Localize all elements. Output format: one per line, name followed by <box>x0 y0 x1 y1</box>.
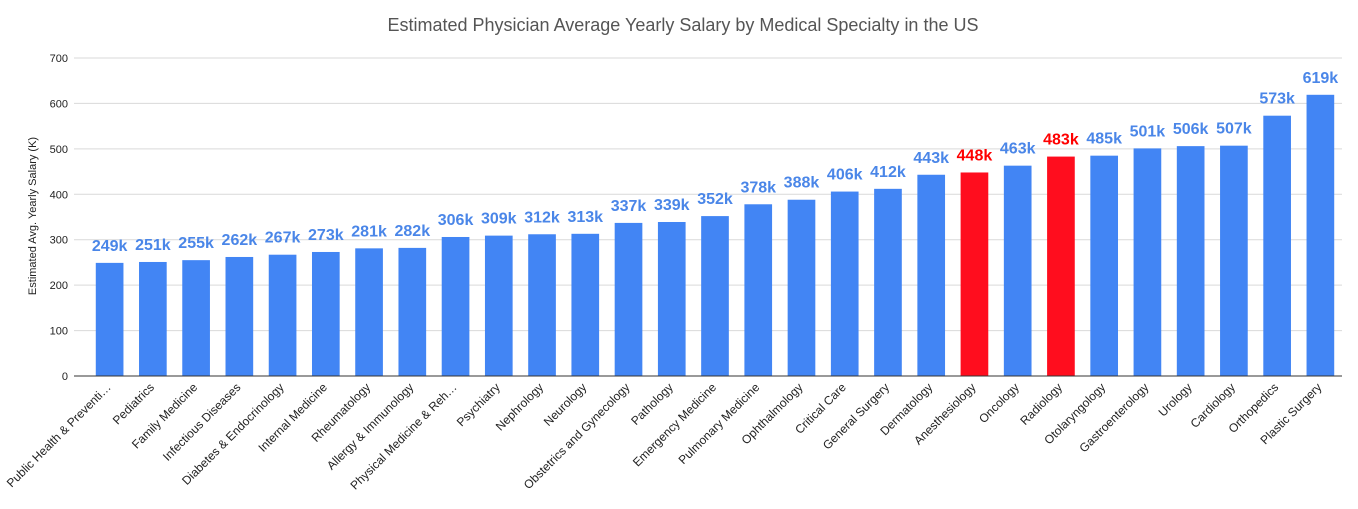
chart-title: Estimated Physician Average Yearly Salar… <box>388 15 979 35</box>
bar <box>1263 115 1291 377</box>
data-label: 262k <box>222 232 258 249</box>
y-tick-label: 500 <box>50 144 68 156</box>
bar <box>917 174 946 376</box>
bar <box>95 262 124 376</box>
y-tick-label: 0 <box>62 371 68 383</box>
data-label: 619k <box>1303 70 1339 87</box>
data-label: 281k <box>351 223 387 240</box>
bar <box>528 234 556 376</box>
data-label: 406k <box>827 167 863 184</box>
x-axis-ticks: Public Health & Preventi…PediatricsFamil… <box>4 380 1325 492</box>
bar <box>1047 156 1075 376</box>
data-label: 507k <box>1216 121 1252 138</box>
data-label: 388k <box>784 175 820 192</box>
data-label: 573k <box>1259 91 1295 108</box>
y-tick-label: 700 <box>50 53 68 65</box>
bar <box>614 222 643 376</box>
data-label: 313k <box>567 209 603 226</box>
data-label: 483k <box>1043 132 1079 149</box>
bar <box>311 251 340 376</box>
bar <box>441 236 470 376</box>
y-tick-label: 600 <box>50 98 68 110</box>
y-tick-label: 300 <box>50 235 68 247</box>
data-label: 306k <box>438 212 474 229</box>
bar <box>139 261 167 376</box>
bar <box>960 172 989 376</box>
bar <box>1306 94 1335 376</box>
bar <box>268 254 297 376</box>
data-label: 255k <box>178 235 214 252</box>
data-label: 412k <box>870 164 906 181</box>
x-tick-label: Emergency Medicine <box>630 380 719 469</box>
data-label: 273k <box>308 227 344 244</box>
bars <box>95 94 1335 377</box>
data-label: 501k <box>1130 123 1166 140</box>
bar <box>1176 146 1205 376</box>
data-label: 378k <box>740 179 776 196</box>
bar <box>1090 155 1119 376</box>
bar <box>182 260 210 376</box>
data-label: 485k <box>1086 131 1122 148</box>
x-tick-label: Public Health & Preventi… <box>4 380 114 490</box>
bar <box>484 235 513 376</box>
data-labels: 249k 251k 255k 262k 267k 273k 281k 282k 306k 309k… <box>92 70 1338 255</box>
data-label: 251k <box>135 237 171 254</box>
data-label: 309k <box>481 211 517 228</box>
bar <box>398 247 427 376</box>
data-label: 267k <box>265 230 301 247</box>
data-label: 337k <box>611 198 647 215</box>
data-label: 448k <box>957 147 993 164</box>
data-label: 352k <box>697 191 733 208</box>
y-tick-label: 400 <box>50 189 68 201</box>
data-label: 339k <box>654 197 690 214</box>
data-label: 443k <box>913 150 949 167</box>
bar <box>1220 145 1248 376</box>
data-label: 463k <box>1000 141 1036 158</box>
bar <box>657 221 686 376</box>
bar <box>225 256 254 376</box>
bar <box>701 216 729 376</box>
bar <box>744 204 773 376</box>
x-tick-label: Pulmonary Medicine <box>676 380 763 467</box>
data-label: 282k <box>395 223 431 240</box>
data-label: 312k <box>524 209 560 226</box>
bar <box>355 248 383 376</box>
y-axis-label: Estimated Avg. Yearly Salary (K) <box>27 137 39 295</box>
data-label: 506k <box>1173 121 1209 138</box>
bar <box>1133 148 1162 376</box>
bar <box>874 188 902 376</box>
y-tick-label: 100 <box>50 326 68 338</box>
bar <box>830 191 859 376</box>
x-tick-label: Oncology <box>976 380 1022 426</box>
x-tick-label: Urology <box>1156 380 1195 419</box>
data-label: 249k <box>92 238 128 255</box>
bar <box>571 233 600 376</box>
bar <box>787 199 816 376</box>
y-tick-label: 200 <box>50 280 68 292</box>
y-axis-ticks: 0 100 200 300 400 500 600 700 <box>50 53 68 383</box>
x-tick-label: Infectious Diseases <box>160 380 243 463</box>
bar <box>1003 165 1032 376</box>
